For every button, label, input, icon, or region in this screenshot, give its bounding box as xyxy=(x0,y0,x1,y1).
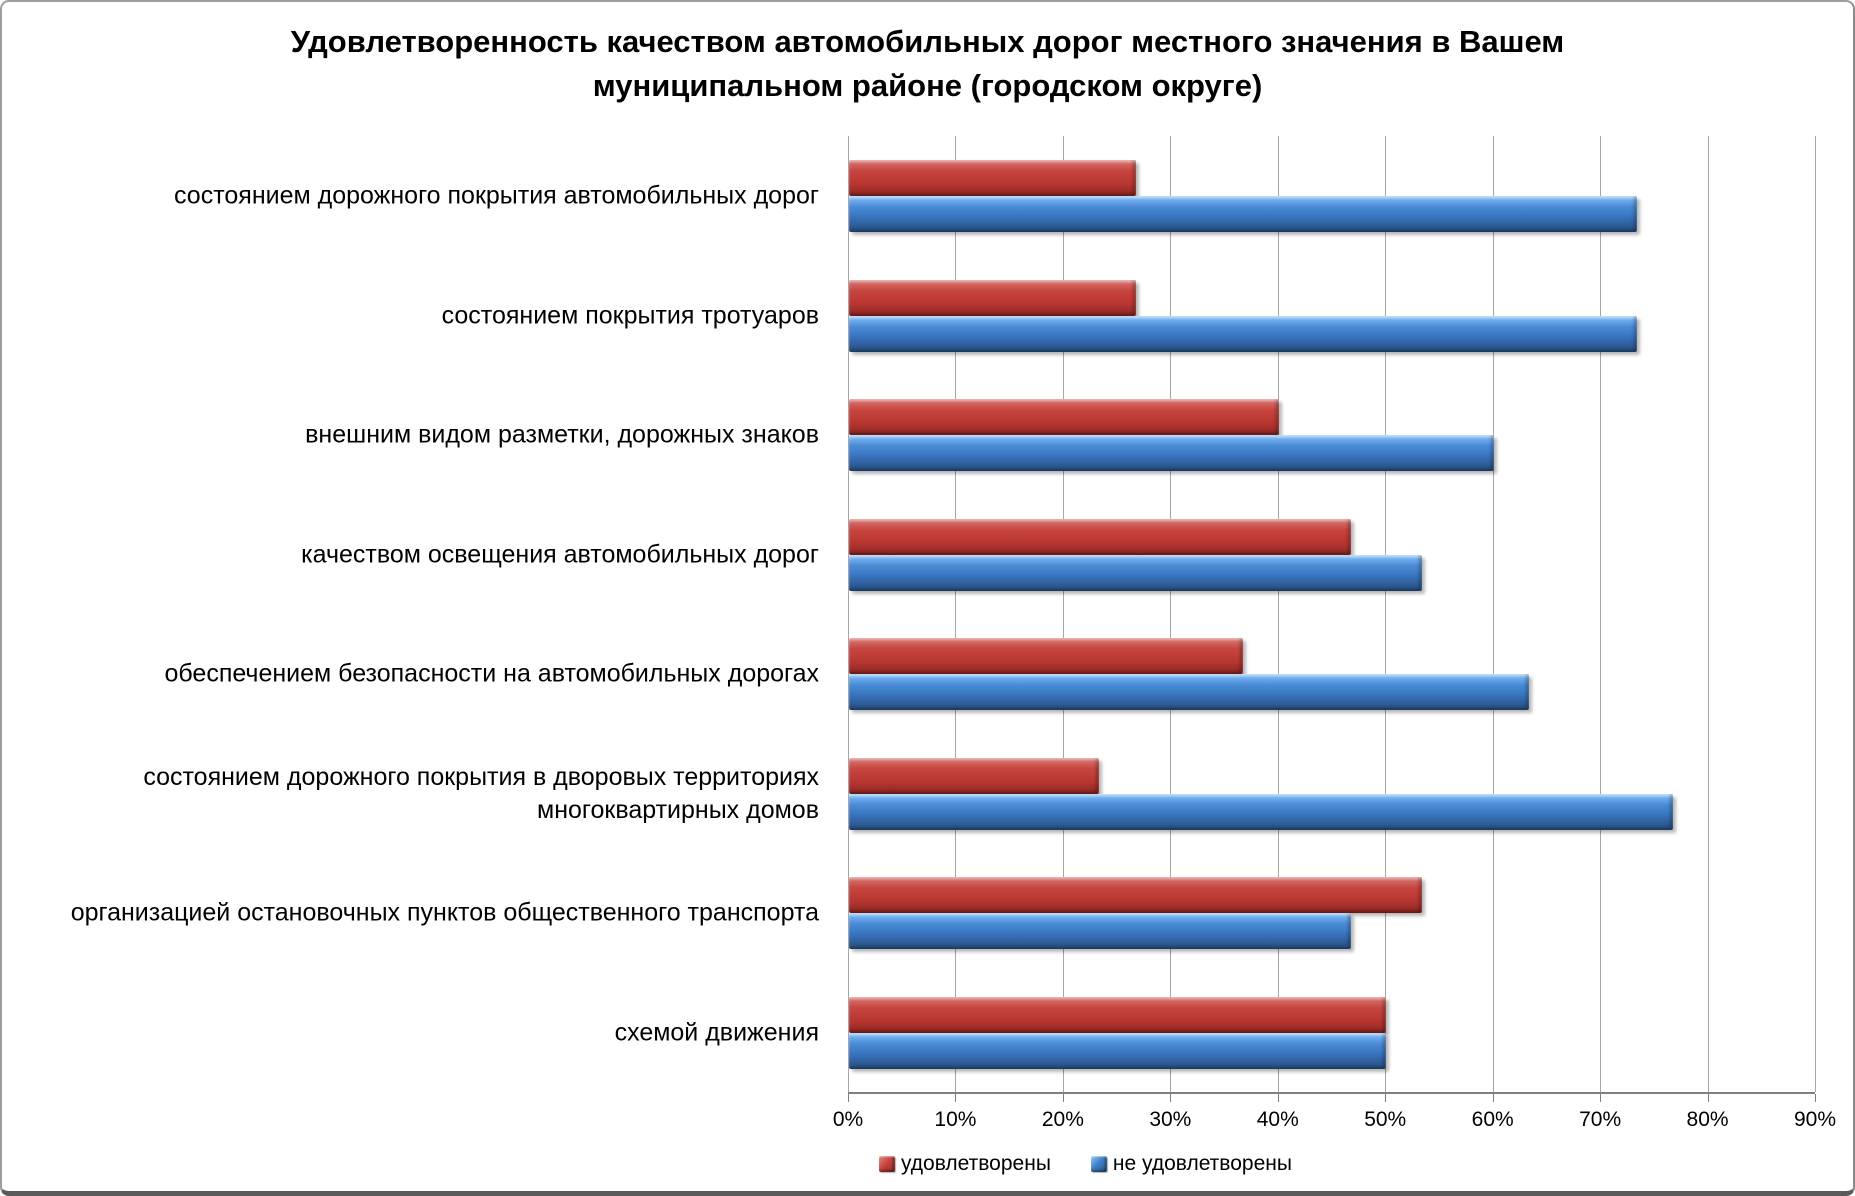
gridline xyxy=(848,136,849,1092)
axis-tick xyxy=(1815,1094,1816,1102)
legend: удовлетворены не удовлетворены xyxy=(879,1152,1292,1176)
bar-not-satisfied xyxy=(849,913,1351,949)
gridline xyxy=(1707,136,1709,1092)
gridline xyxy=(955,136,957,1092)
gridline xyxy=(1815,136,1816,1092)
bar-not-satisfied xyxy=(849,793,1674,830)
axis-tick xyxy=(955,1094,957,1102)
plot-area xyxy=(848,136,1816,1102)
gridline xyxy=(1277,136,1279,1092)
bar-satisfied xyxy=(849,757,1100,794)
axis-tick xyxy=(1600,1094,1602,1102)
axis-tick xyxy=(1062,1094,1064,1102)
gridline xyxy=(1600,136,1602,1092)
bar-not-satisfied xyxy=(849,196,1637,232)
chart-title: Удовлетворенность качеством автомобильны… xyxy=(290,24,1565,104)
x-tick-label: 0% xyxy=(832,1108,864,1131)
x-tick-label: 40% xyxy=(1256,1108,1299,1131)
bar-not-satisfied xyxy=(849,554,1422,591)
category-label: качеством освещения автомобильных дорог xyxy=(301,540,819,568)
axis-tick xyxy=(1385,1094,1387,1102)
gridline xyxy=(1492,136,1494,1092)
gridline xyxy=(1170,136,1172,1092)
x-tick-label: 90% xyxy=(1793,1108,1837,1131)
category-label: обеспечением безопасности на автомобильн… xyxy=(164,659,819,688)
bar-not-satisfied xyxy=(849,435,1494,471)
category-label: состоянием дорожного покрытия автомобиль… xyxy=(174,181,819,210)
category-label: состоянием дорожного покрытия в дворовых… xyxy=(143,762,819,824)
bar-satisfied xyxy=(849,638,1244,674)
bar-not-satisfied xyxy=(849,315,1637,352)
legend-item-satisfied: удовлетворены xyxy=(879,1152,1051,1176)
x-tick-label: 30% xyxy=(1149,1108,1192,1131)
axis-tick xyxy=(1707,1094,1709,1102)
bar-satisfied xyxy=(849,399,1279,435)
x-tick-label: 50% xyxy=(1364,1108,1407,1131)
legend-marker-not-satisfied-icon xyxy=(1090,1156,1107,1172)
legend-label-satisfied: удовлетворены xyxy=(901,1152,1051,1175)
bar-satisfied xyxy=(849,518,1351,555)
bar-not-satisfied xyxy=(849,1032,1387,1069)
legend-marker-satisfied-icon xyxy=(879,1156,895,1172)
bar-not-satisfied xyxy=(849,674,1530,710)
x-tick-label: 20% xyxy=(1041,1108,1084,1131)
bar-satisfied xyxy=(849,996,1387,1033)
bar-satisfied xyxy=(849,279,1136,316)
axis-tick xyxy=(848,1094,849,1102)
gridline xyxy=(1385,136,1387,1092)
x-tick-label: 80% xyxy=(1686,1108,1729,1131)
bar-satisfied xyxy=(849,877,1422,913)
category-label: состоянием покрытия тротуаров xyxy=(441,301,819,329)
legend-label-not-satisfied: не удовлетворены xyxy=(1112,1152,1292,1175)
category-label: организацией остановочных пунктов общест… xyxy=(70,898,819,927)
category-label: схемой движения xyxy=(614,1018,819,1046)
axis-tick xyxy=(1492,1094,1494,1102)
axis-tick xyxy=(1170,1094,1172,1102)
axis-tick xyxy=(1277,1094,1279,1102)
x-tick-label: 60% xyxy=(1471,1108,1514,1131)
category-label: внешним видом разметки, дорожных знаков xyxy=(305,420,819,449)
x-tick-label: 10% xyxy=(934,1108,977,1131)
gridline xyxy=(1062,136,1064,1092)
legend-item-not-satisfied: не удовлетворены xyxy=(1090,1152,1292,1176)
x-tick-label: 70% xyxy=(1579,1108,1622,1131)
bar-satisfied xyxy=(849,160,1136,196)
